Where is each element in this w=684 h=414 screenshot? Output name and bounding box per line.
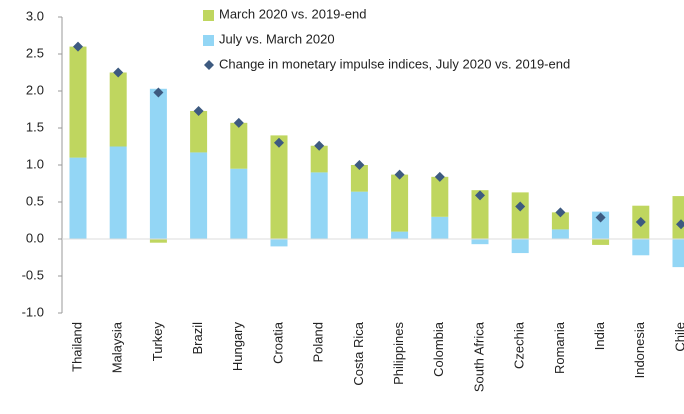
- x-tick-label: South Africa: [471, 321, 486, 392]
- marker: [434, 171, 445, 182]
- x-tick-label: Indonesia: [632, 321, 647, 378]
- bar-segment: [632, 239, 650, 256]
- bar-segment: [190, 110, 208, 153]
- marker: [555, 207, 566, 218]
- bar-segment: [511, 192, 529, 239]
- bar-segment: [592, 211, 610, 239]
- bar-segment: [431, 176, 449, 217]
- bar-segment: [310, 145, 328, 173]
- marker: [635, 216, 646, 227]
- y-tick-label: -0.5: [22, 267, 44, 282]
- y-tick-label: 2.5: [26, 45, 44, 60]
- marker: [314, 140, 325, 151]
- x-tick-label: Costa Rica: [351, 321, 366, 385]
- x-tick-label: Hungary: [230, 322, 245, 372]
- y-tick-label: 0.5: [26, 193, 44, 208]
- y-tick-label: 0.0: [26, 230, 44, 245]
- bar-segment: [149, 239, 167, 243]
- marker: [274, 137, 284, 148]
- bar-segment: [109, 146, 127, 239]
- x-tick-label: India: [592, 321, 607, 350]
- marker: [394, 169, 405, 180]
- x-tick-label: Thailand: [69, 322, 84, 372]
- y-tick-label: 1.0: [26, 156, 44, 171]
- bar-segment: [391, 174, 409, 232]
- bar-segment: [551, 229, 569, 239]
- bar-segment: [230, 168, 248, 239]
- y-tick-label: -1.0: [22, 304, 44, 319]
- marker: [595, 212, 606, 223]
- x-tick-label: Colombia: [431, 321, 446, 377]
- marker: [354, 160, 365, 170]
- bar-segment: [310, 172, 328, 239]
- x-tick-label: Croatia: [270, 321, 285, 364]
- bar-segment: [672, 239, 684, 268]
- y-tick-label: 1.5: [26, 119, 44, 134]
- bar-segment: [190, 152, 208, 239]
- bar-segment: [672, 196, 684, 239]
- legend-label: March 2020 vs. 2019-end: [219, 6, 366, 21]
- legend-marker: [204, 60, 214, 70]
- bar-segment: [350, 165, 368, 192]
- bar-segment: [551, 212, 569, 230]
- bar-segment: [69, 157, 87, 239]
- bar-segment: [391, 231, 409, 239]
- marker: [113, 67, 124, 78]
- x-tick-label: Poland: [311, 322, 326, 362]
- bar-segment: [149, 88, 167, 239]
- x-tick-label: Malaysia: [110, 321, 125, 373]
- bar-segment: [350, 191, 368, 239]
- legend-label: Change in monetary impulse indices, July…: [219, 56, 570, 71]
- bar-segment: [431, 216, 449, 239]
- legend-swatch: [203, 10, 214, 21]
- x-tick-label: Turkey: [150, 322, 165, 362]
- bar-segment: [592, 239, 610, 245]
- x-tick-label: Philippines: [391, 322, 406, 385]
- bar-segment: [230, 122, 248, 169]
- bar-segment: [109, 72, 127, 147]
- bar-segment: [270, 239, 288, 247]
- bar-segment: [471, 190, 489, 239]
- marker: [515, 201, 526, 212]
- y-tick-label: 2.0: [26, 82, 44, 97]
- bar-segment: [471, 239, 489, 245]
- x-tick-label: Czechia: [512, 321, 527, 369]
- legend-swatch: [203, 35, 214, 46]
- marker: [73, 41, 83, 52]
- bar-segment: [69, 46, 87, 158]
- marker: [233, 117, 244, 128]
- x-tick-label: Chile: [672, 322, 684, 352]
- bar-segment: [270, 135, 288, 239]
- marker: [153, 87, 164, 98]
- legend-label: July vs. March 2020: [219, 31, 335, 46]
- y-tick-label: 3.0: [26, 8, 44, 23]
- marker: [475, 190, 485, 201]
- marker: [676, 219, 684, 230]
- marker: [193, 105, 204, 116]
- x-tick-label: Romania: [552, 321, 567, 374]
- x-tick-label: Brazil: [190, 322, 205, 355]
- bar-segment: [511, 239, 529, 254]
